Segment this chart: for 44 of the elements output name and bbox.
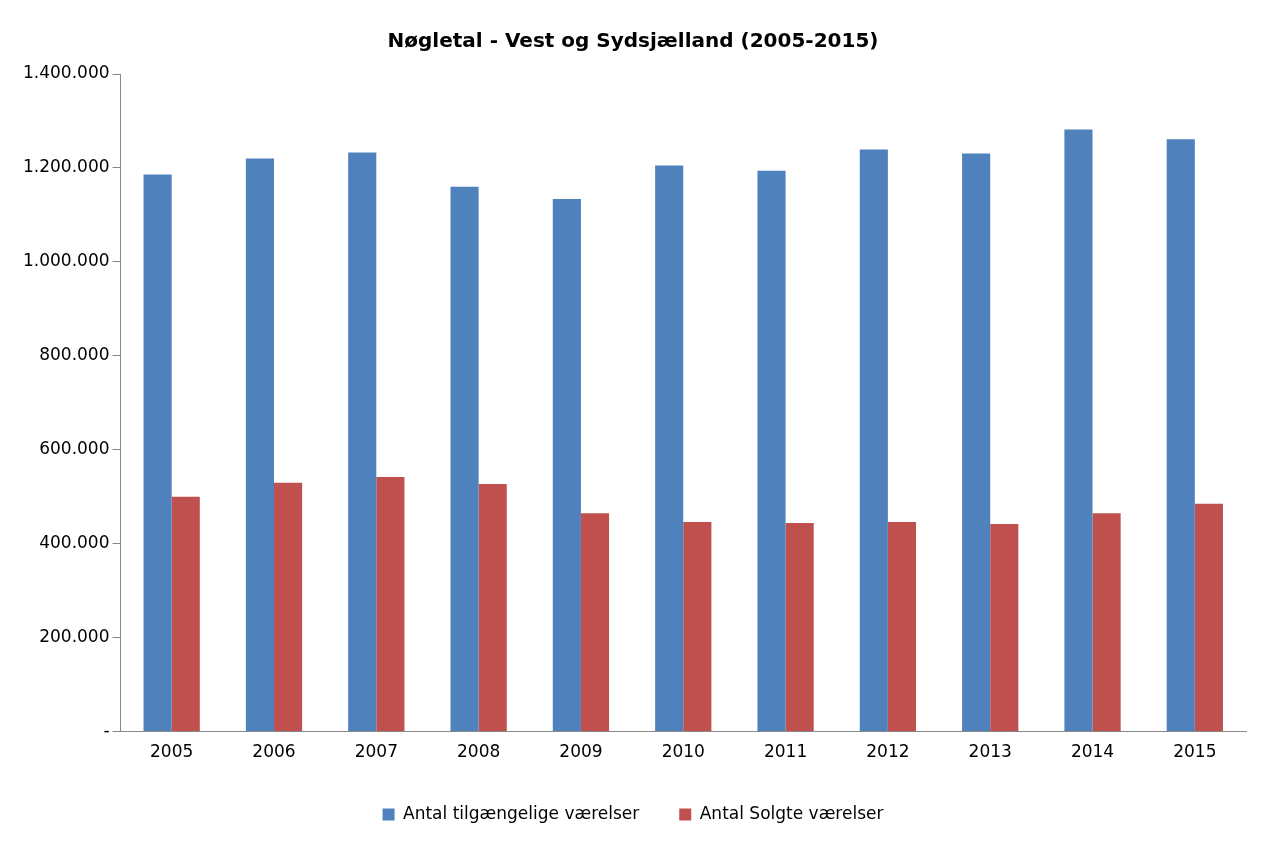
x-tick-label: 2007: [354, 741, 398, 762]
bar: [887, 522, 917, 732]
bar: [478, 484, 507, 732]
y-tick-label: 800.000: [39, 344, 110, 365]
y-tick-label: 400.000: [39, 532, 110, 553]
y-tick-label: 1.400.000: [22, 62, 110, 83]
x-tick-label: 2012: [866, 741, 910, 762]
x-tick-label: 2011: [763, 741, 808, 762]
bar: [1194, 503, 1223, 732]
y-tick-label: 200.000: [39, 626, 110, 647]
bar: [683, 522, 712, 732]
bar: [1166, 139, 1195, 732]
bar: [143, 174, 172, 732]
x-tick-label: 2006: [252, 741, 296, 762]
bar: [273, 482, 303, 732]
y-tick-label: 1.000.000: [22, 250, 110, 271]
legend-label: Antal tilgængelige værelser: [403, 802, 640, 823]
x-tick-label: 2009: [559, 741, 603, 762]
bar: [376, 477, 405, 732]
legend-label: Antal Solgte værelser: [699, 802, 884, 823]
bar: [655, 165, 684, 732]
bar: [1092, 513, 1121, 732]
bar: [1064, 129, 1093, 732]
bar: [348, 152, 377, 732]
x-tick-label: 2013: [968, 741, 1012, 762]
y-tick-label: 1.200.000: [22, 156, 110, 177]
y-tick-label: 600.000: [39, 438, 110, 459]
bar: [552, 198, 581, 732]
x-tick-label: 2015: [1173, 741, 1217, 762]
bar: [785, 523, 814, 732]
bar: [450, 186, 479, 732]
x-tick-label: 2005: [150, 741, 194, 762]
bar: [580, 513, 610, 732]
chart-title: Nøgletal - Vest og Sydsjælland (2005-2015): [387, 28, 879, 53]
bar: [757, 170, 786, 732]
bar: [171, 496, 200, 732]
bar: [245, 158, 274, 732]
bar: [962, 153, 991, 732]
bar: [859, 149, 888, 732]
x-tick-label: 2008: [456, 741, 501, 762]
x-tick-label: 2010: [661, 741, 705, 762]
y-tick-label: -: [103, 720, 110, 741]
bar: [990, 523, 1019, 732]
x-tick-label: 2014: [1070, 741, 1115, 762]
